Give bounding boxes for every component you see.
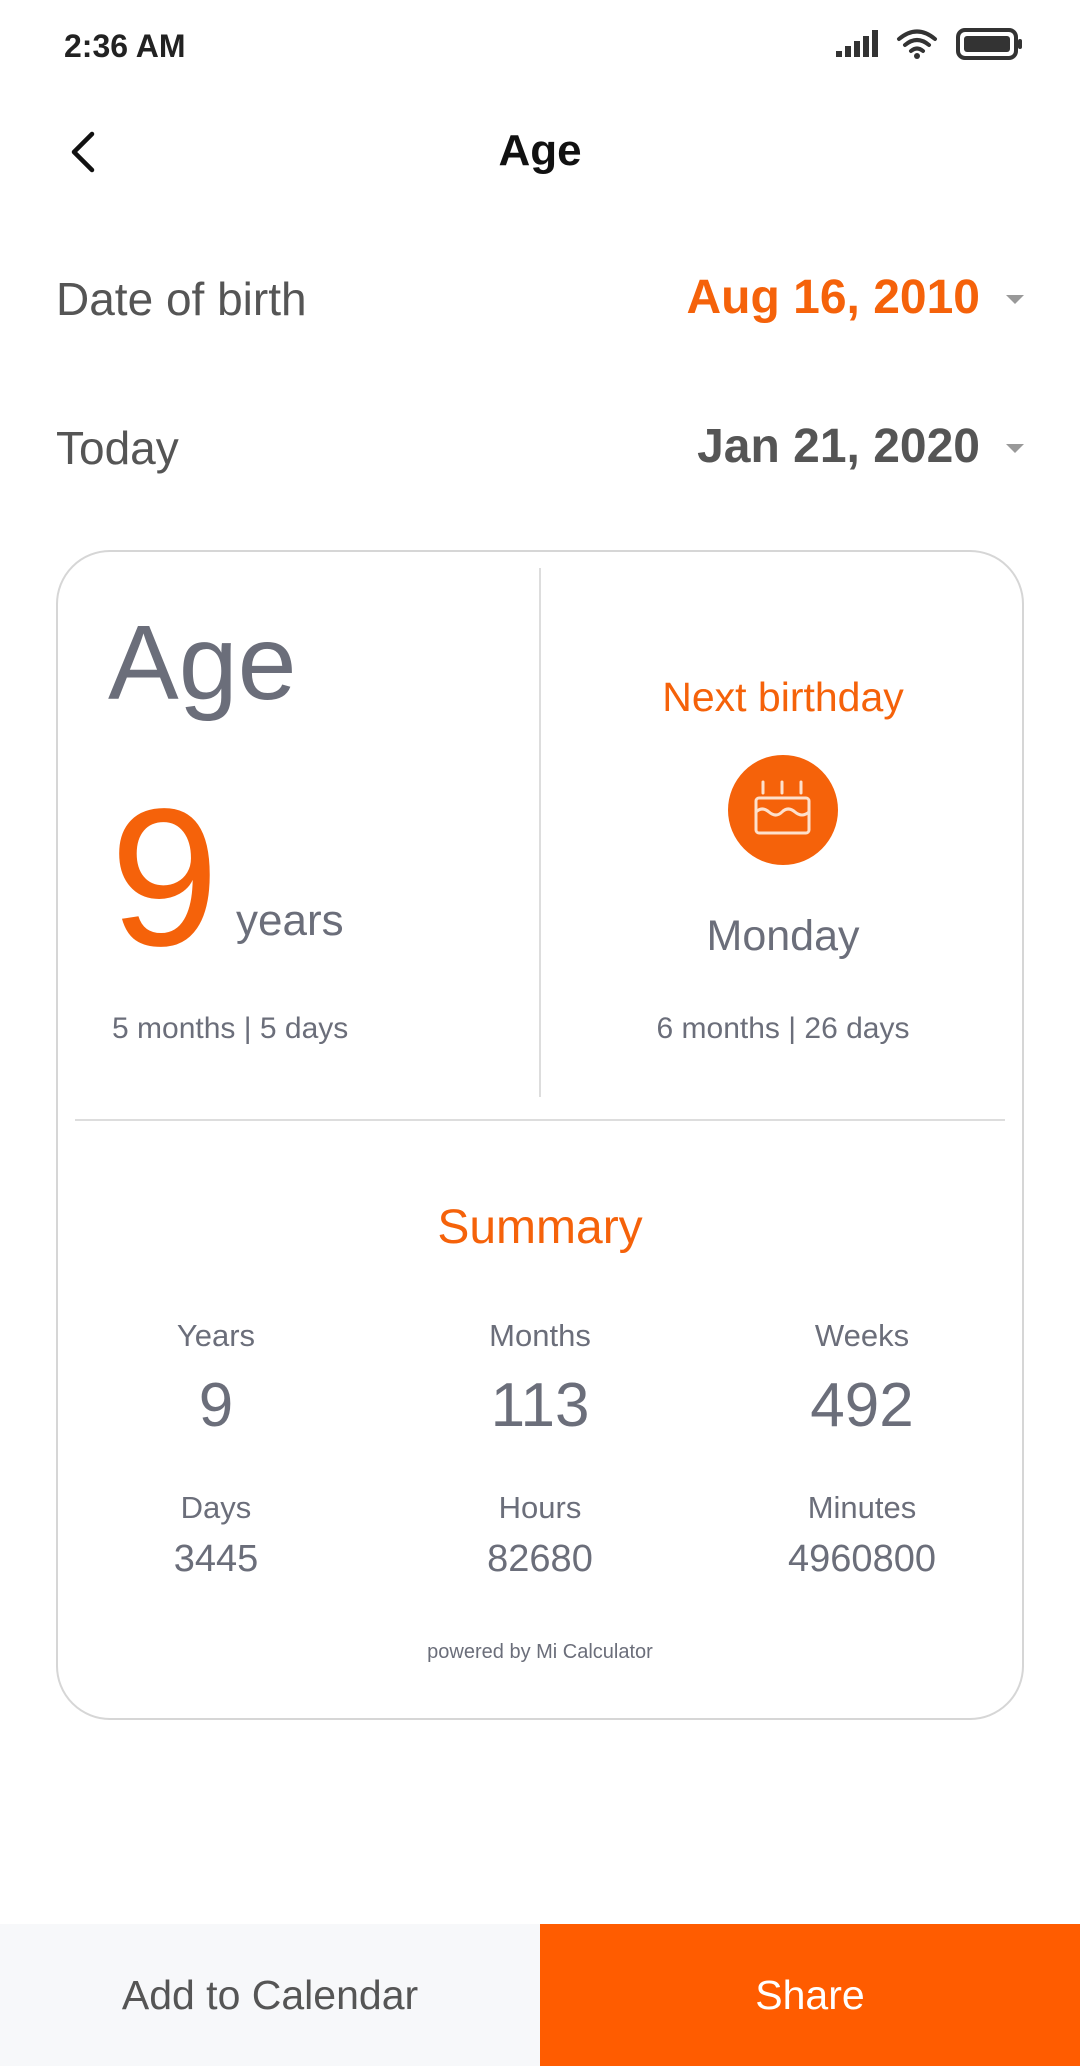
signal-icon — [836, 30, 878, 57]
summary-label-days: Days — [180, 1490, 252, 1525]
dob-caret-icon[interactable] — [1006, 295, 1024, 304]
summary-value-days: 3445 — [173, 1538, 259, 1580]
age-years-value: 9 — [110, 768, 220, 987]
today-dropdown[interactable]: Jan 21, 2020 — [697, 420, 980, 473]
today-caret-icon[interactable] — [1006, 444, 1024, 453]
battery-icon — [956, 28, 1022, 60]
next-birthday-title: Next birthday — [662, 674, 904, 720]
years-unit: years — [236, 896, 344, 945]
age-title: Age — [108, 604, 297, 722]
page-title: Age — [498, 126, 582, 175]
dob-dropdown[interactable]: Aug 16, 2010 — [686, 271, 980, 324]
dob-label: Date of birth — [56, 273, 307, 325]
next-birthday-weekday: Monday — [706, 912, 860, 960]
summary-value-hours: 82680 — [487, 1538, 593, 1580]
share-button[interactable]: Share — [540, 1924, 1080, 2066]
summary-label-minutes: Minutes — [807, 1490, 917, 1525]
back-button[interactable] — [60, 122, 110, 182]
powered-by-text: powered by Mi Calculator — [427, 1641, 653, 1663]
status-time: 2:36 AM — [64, 28, 186, 64]
next-birthday-countdown: 6 months | 26 days — [656, 1012, 910, 1045]
age-remainder: 5 months | 5 days — [112, 1012, 349, 1045]
summary-value-weeks: 492 — [810, 1371, 914, 1440]
summary-title: Summary — [437, 1201, 643, 1254]
birthday-cake-icon — [728, 755, 838, 865]
add-to-calendar-button[interactable]: Add to Calendar — [0, 1924, 540, 2066]
summary-label-weeks: Weeks — [814, 1318, 910, 1353]
today-label: Today — [56, 422, 179, 474]
status-icons — [836, 28, 1024, 60]
vertical-divider — [539, 568, 541, 1097]
wifi-icon — [897, 29, 937, 59]
summary-value-years: 9 — [198, 1371, 234, 1440]
age-result-card — [56, 550, 1024, 1720]
summary-label-years: Years — [176, 1318, 256, 1353]
summary-label-hours: Hours — [498, 1490, 582, 1525]
summary-label-months: Months — [489, 1318, 591, 1353]
summary-value-months: 113 — [490, 1371, 590, 1440]
summary-value-minutes: 4960800 — [788, 1538, 936, 1580]
horizontal-divider — [75, 1119, 1005, 1121]
